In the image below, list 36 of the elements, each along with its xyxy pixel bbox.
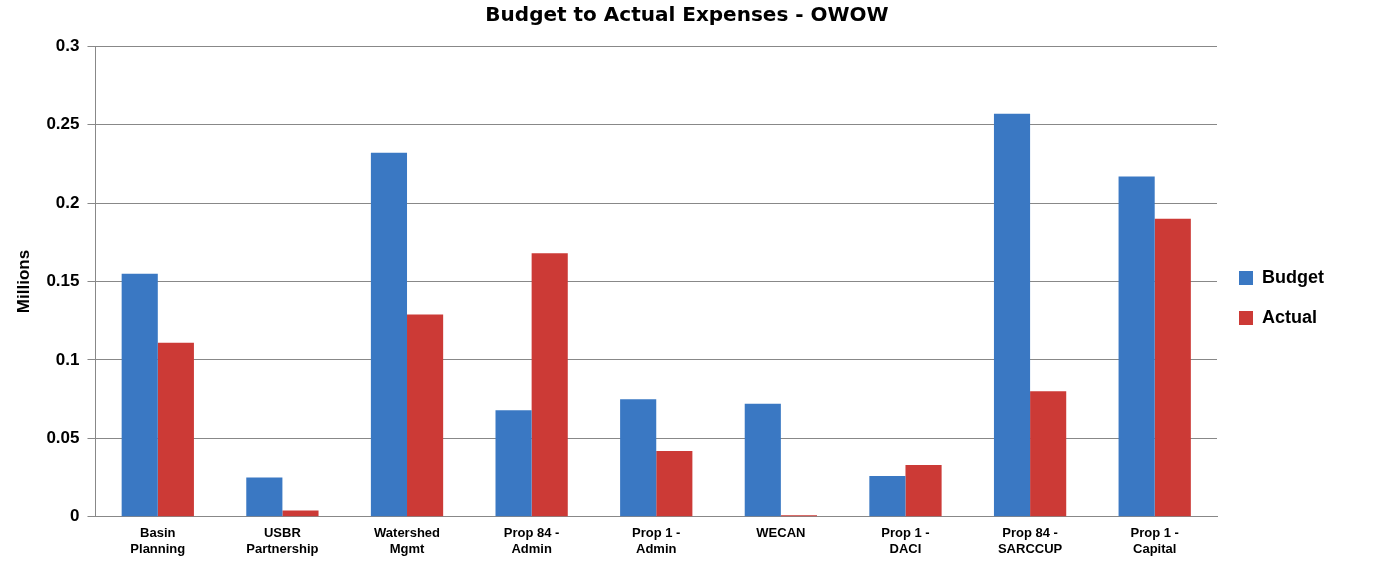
bar <box>869 476 906 517</box>
x-tick-label: Prop 1 - DACI <box>881 525 930 556</box>
bar <box>531 253 568 517</box>
y-tick-label: 0.3 <box>55 35 80 55</box>
y-tick-label: 0.15 <box>46 271 80 291</box>
bar <box>993 113 1031 517</box>
x-tick-label: USBR Partnership <box>246 525 319 556</box>
legend-label: Actual <box>1262 306 1318 327</box>
bar <box>656 450 693 517</box>
bar <box>246 477 283 517</box>
y-axis-title: Millions <box>13 249 33 314</box>
y-tick-label: 0.25 <box>46 114 80 134</box>
bar <box>157 342 194 517</box>
x-tick-label: WECAN <box>756 525 806 541</box>
bar <box>620 399 657 517</box>
x-tick-label: Basin Planning <box>130 525 186 556</box>
bar <box>1118 176 1155 517</box>
legend-label: Budget <box>1262 266 1325 287</box>
x-tick-label: Watershed Mgmt <box>374 525 441 556</box>
x-tick-label: Prop 84 - SARCCUP <box>997 525 1063 556</box>
x-tick-label: Prop 1 - Admin <box>632 525 681 556</box>
bar <box>121 273 158 517</box>
y-tick-label: 0 <box>70 506 80 526</box>
x-tick-label: Prop 1 - Capital <box>1130 525 1179 556</box>
bar <box>905 465 942 517</box>
bar <box>495 410 532 517</box>
bar <box>370 152 408 517</box>
bar <box>1154 218 1191 517</box>
bar <box>744 403 781 517</box>
y-tick-label: 0.2 <box>55 192 80 212</box>
bar <box>1030 391 1067 517</box>
x-tick-label: Prop 84 - Admin <box>503 525 560 556</box>
y-tick-label: 0.05 <box>46 428 80 448</box>
bar <box>407 314 444 517</box>
y-tick-label: 0.1 <box>55 349 80 369</box>
chart-title: Budget to Actual Expenses - OWOW <box>484 2 890 26</box>
